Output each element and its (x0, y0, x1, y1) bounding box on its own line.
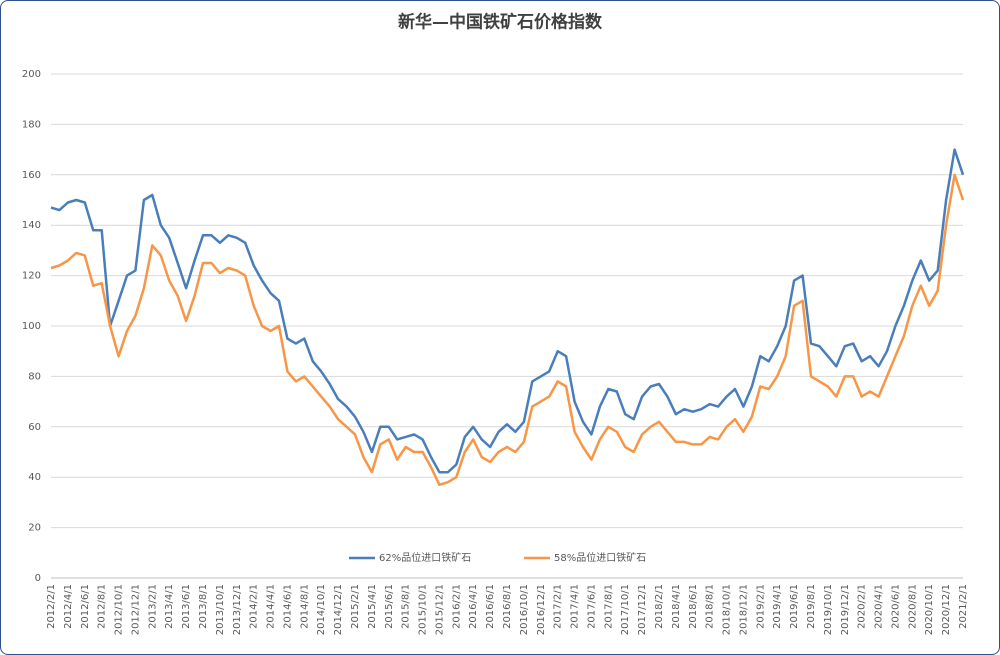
y-tick-label: 180 (22, 119, 41, 130)
legend-label: 58%品位进口铁矿石 (554, 551, 646, 564)
x-tick-label: 2015/12/1 (434, 584, 445, 635)
x-tick-label: 2013/6/1 (181, 584, 192, 629)
legend-label: 62%品位进口铁矿石 (379, 551, 471, 564)
x-tick-label: 2016/6/1 (485, 584, 496, 629)
series-line (50, 148, 965, 474)
x-tick-label: 2019/6/1 (789, 584, 800, 629)
x-tick-label: 2017/10/1 (620, 584, 631, 635)
x-tick-label: 2021/2/1 (958, 584, 969, 629)
x-tick-label: 2012/8/1 (97, 584, 108, 629)
x-tick-label: 2015/10/1 (418, 584, 429, 635)
y-tick-label: 140 (22, 220, 41, 231)
x-tick-label: 2012/12/1 (130, 584, 141, 635)
y-tick-label: 20 (28, 523, 41, 534)
y-tick-label: 100 (22, 321, 41, 332)
x-tick-label: 2017/8/1 (603, 584, 614, 629)
chart-title: 新华—中国铁矿石价格指数 (398, 12, 603, 33)
x-tick-label: 2017/6/1 (586, 584, 597, 629)
x-tick-label: 2012/2/1 (46, 584, 57, 629)
y-tick-label: 160 (22, 170, 41, 181)
x-tick-label: 2019/2/1 (755, 584, 766, 629)
x-tick-label: 2018/4/1 (671, 584, 682, 629)
x-tick-label: 2020/12/1 (941, 584, 952, 635)
x-tick-label: 2019/8/1 (806, 584, 817, 629)
y-tick-label: 40 (28, 472, 41, 483)
x-tick-label: 2020/10/1 (924, 584, 935, 635)
x-tick-label: 2020/4/1 (874, 584, 885, 629)
x-tick-label: 2013/10/1 (215, 584, 226, 635)
x-tick-label: 2014/2/1 (249, 584, 260, 629)
x-tick-label: 2016/2/1 (451, 584, 462, 629)
y-tick-label: 120 (22, 271, 41, 282)
x-tick-label: 2014/4/1 (266, 584, 277, 629)
x-tick-label: 2017/4/1 (570, 584, 581, 629)
x-tick-label: 2016/10/1 (519, 584, 530, 635)
x-tick-label: 2012/10/1 (114, 584, 125, 635)
x-tick-label: 2015/8/1 (401, 584, 412, 629)
x-tick-label: 2018/2/1 (654, 584, 665, 629)
x-tick-label: 2018/10/1 (722, 584, 733, 635)
x-tick-label: 2020/8/1 (907, 584, 918, 629)
x-tick-label: 2015/4/1 (367, 584, 378, 629)
x-tick-label: 2020/6/1 (890, 584, 901, 629)
x-tick-label: 2019/12/1 (840, 584, 851, 635)
x-tick-label: 2016/8/1 (502, 584, 513, 629)
x-tick-label: 2013/2/1 (147, 584, 158, 629)
x-tick-label: 2013/8/1 (198, 584, 209, 629)
x-tick-label: 2016/4/1 (468, 584, 479, 629)
y-tick-label: 0 (35, 573, 41, 584)
y-tick-label: 200 (22, 69, 41, 80)
x-tick-label: 2018/6/1 (688, 584, 699, 629)
x-tick-label: 2019/10/1 (823, 584, 834, 635)
x-tick-label: 2014/8/1 (299, 584, 310, 629)
x-tick-label: 2014/10/1 (316, 584, 327, 635)
x-tick-label: 2020/2/1 (857, 584, 868, 629)
x-tick-label: 2016/12/1 (536, 584, 547, 635)
series-line (50, 173, 965, 487)
x-tick-label: 2014/6/1 (282, 584, 293, 629)
x-tick-label: 2018/12/1 (738, 584, 749, 635)
x-tick-label: 2012/6/1 (80, 584, 91, 629)
y-tick-label: 60 (28, 422, 41, 433)
x-tick-label: 2014/12/1 (333, 584, 344, 635)
x-tick-label: 2013/4/1 (164, 584, 175, 629)
x-tick-label: 2017/12/1 (637, 584, 648, 635)
x-tick-label: 2013/12/1 (232, 584, 243, 635)
x-tick-label: 2012/4/1 (63, 584, 74, 629)
x-tick-label: 2019/4/1 (772, 584, 783, 629)
y-tick-label: 80 (28, 371, 41, 382)
x-tick-label: 2017/2/1 (553, 584, 564, 629)
x-tick-label: 2015/6/1 (384, 584, 395, 629)
x-tick-label: 2018/8/1 (705, 584, 716, 629)
x-tick-label: 2015/2/1 (350, 584, 361, 629)
